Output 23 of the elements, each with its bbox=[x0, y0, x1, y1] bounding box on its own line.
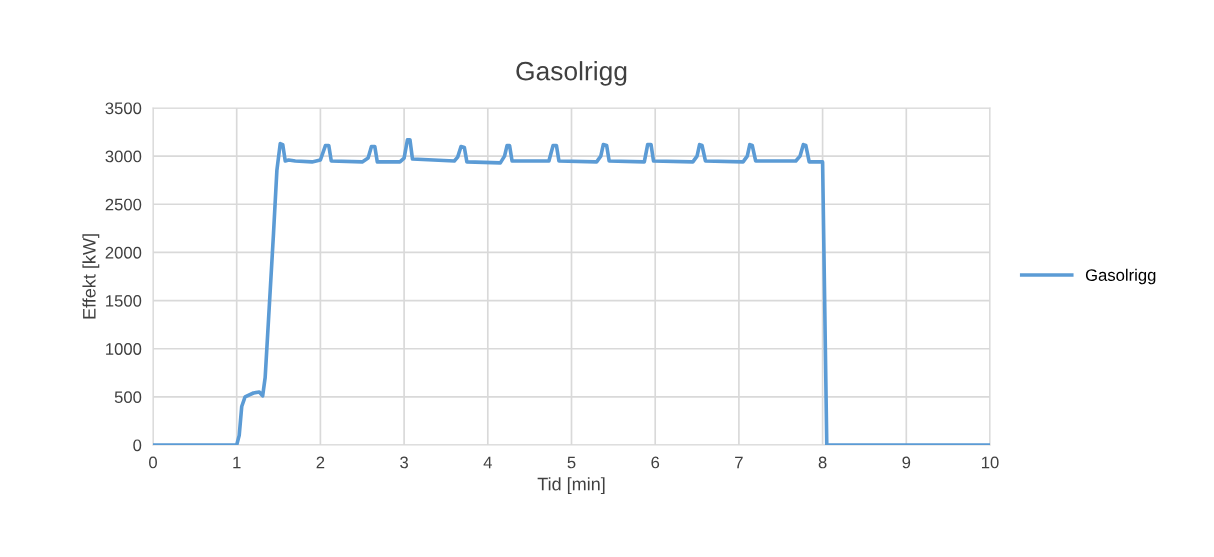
x-tick-label: 8 bbox=[818, 456, 827, 469]
y-axis-title: Effekt [kW] bbox=[82, 234, 100, 319]
y-tick-label: 2000 bbox=[105, 246, 142, 259]
x-tick-label: 7 bbox=[735, 456, 743, 469]
x-tick-label: 9 bbox=[902, 456, 911, 469]
x-tick-label: 10 bbox=[982, 456, 999, 469]
x-tick-label: 1 bbox=[233, 456, 241, 469]
y-tick-label: 1000 bbox=[106, 343, 142, 355]
y-tick-label: 2500 bbox=[105, 198, 142, 211]
y-tick-label: 3500 bbox=[105, 102, 142, 115]
legend-label: Gasolrigg bbox=[1085, 268, 1156, 285]
x-tick-label: 4 bbox=[483, 456, 492, 469]
x-axis-title: Tid [min] bbox=[537, 477, 605, 495]
chart-title: Gasolrigg bbox=[516, 61, 627, 86]
x-tick-label: 6 bbox=[651, 456, 660, 469]
y-tick-label: 0 bbox=[133, 439, 142, 452]
y-tick-label: 500 bbox=[114, 391, 142, 404]
x-tick-label: 2 bbox=[316, 456, 325, 469]
y-tick-label: 1500 bbox=[106, 294, 142, 307]
y-tick-label: 3000 bbox=[105, 150, 142, 163]
x-tick-label: 5 bbox=[567, 456, 576, 469]
x-tick-label: 0 bbox=[149, 456, 157, 469]
x-tick-label: 3 bbox=[400, 456, 408, 469]
